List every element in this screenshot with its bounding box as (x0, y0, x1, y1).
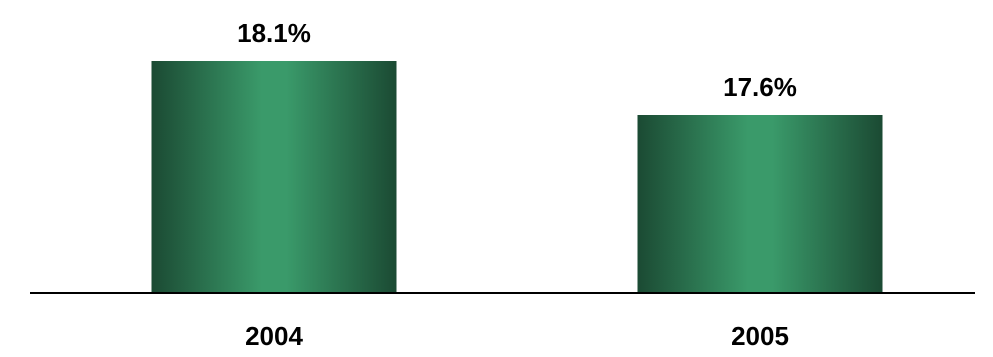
category-label-2004: 2004 (245, 321, 303, 351)
value-label-2005: 17.6% (723, 72, 797, 102)
labels-group: 18.1% 2004 17.6% 2005 (237, 18, 797, 351)
category-label-2005: 2005 (731, 321, 789, 351)
bars-group (151, 61, 883, 293)
value-label-2004: 18.1% (237, 18, 311, 48)
bar-2005 (637, 115, 883, 293)
bar-2004 (151, 61, 397, 293)
